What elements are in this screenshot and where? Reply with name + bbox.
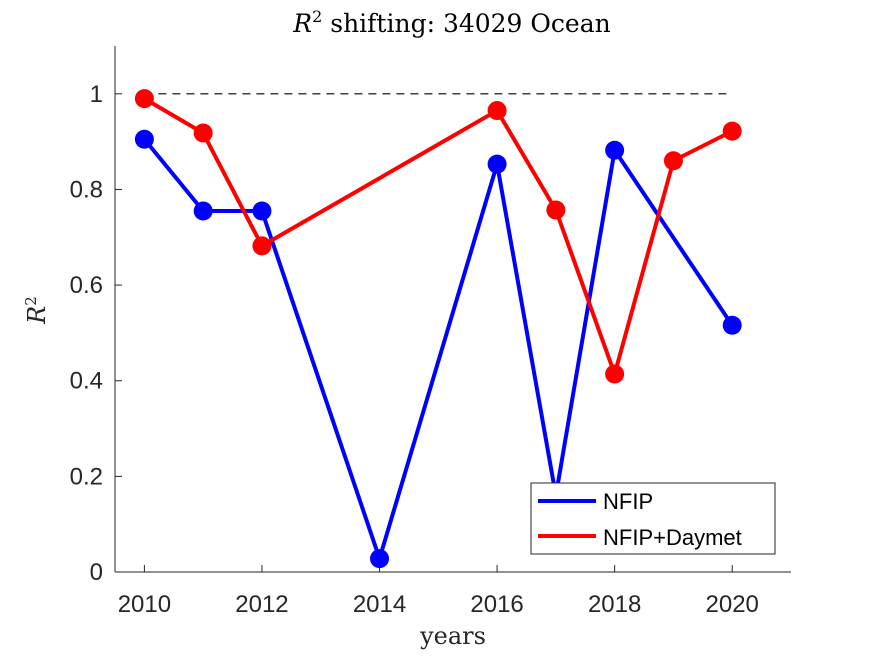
data-point: [193, 201, 213, 221]
legend: NFIP NFIP+Daymet: [530, 482, 776, 555]
chart-title: R2 shifting: 34029 Ocean: [292, 7, 610, 38]
data-point: [663, 151, 683, 171]
data-point: [370, 549, 390, 569]
y-ticks: 0 0.2 0.4 0.6 0.8 1: [70, 81, 122, 586]
x-tick-label: 2014: [353, 591, 406, 618]
data-point: [605, 364, 625, 384]
x-tick-label: 2020: [706, 591, 759, 618]
data-point: [252, 236, 272, 256]
y-tick-label: 0.4: [70, 368, 103, 395]
x-ticks: 2010 2012 2014 2016 2018 2020: [118, 565, 759, 618]
data-point: [252, 201, 272, 221]
legend-label-nfip-daymet: NFIP+Daymet: [603, 525, 742, 550]
y-axis-label-r: R: [23, 306, 51, 325]
data-point: [722, 121, 742, 141]
chart-title-rest: shifting: 34029 Ocean: [322, 9, 610, 38]
y-tick-label: 1: [90, 81, 103, 108]
data-point: [605, 140, 625, 160]
y-tick-label: 0.2: [70, 463, 103, 490]
y-tick-label: 0.8: [70, 176, 103, 203]
data-point: [487, 101, 507, 121]
legend-label-nfip: NFIP: [603, 489, 653, 514]
x-tick-label: 2010: [118, 591, 171, 618]
data-point: [193, 123, 213, 143]
data-point: [134, 129, 154, 149]
series-line: [143, 96, 734, 377]
data-point: [546, 200, 566, 220]
x-tick-label: 2016: [470, 591, 523, 618]
chart-title-r: R: [292, 9, 312, 38]
data-point: [487, 154, 507, 174]
chart-title-sup: 2: [312, 7, 322, 26]
series-nfip-daymet: [134, 89, 742, 384]
x-tick-label: 2018: [588, 591, 641, 618]
legend-box: [530, 482, 776, 555]
data-point: [722, 315, 742, 335]
y-tick-label: 0: [90, 559, 103, 586]
data-point: [134, 89, 154, 109]
y-axis-label-sup: 2: [22, 296, 40, 306]
y-axis-label: R2: [22, 296, 51, 325]
series-line: [142, 137, 734, 561]
x-tick-label: 2012: [235, 591, 288, 618]
x-axis-label: years: [419, 622, 486, 650]
y-tick-label: 0.6: [70, 272, 103, 299]
